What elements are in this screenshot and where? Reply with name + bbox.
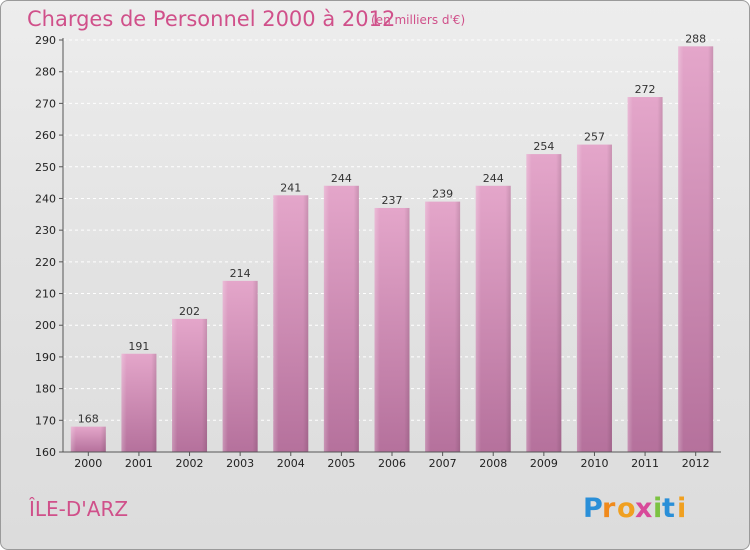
- data-label: 254: [533, 140, 554, 153]
- bar-shade: [273, 195, 309, 453]
- bar-shade: [576, 144, 612, 453]
- svg-text:x: x: [635, 493, 652, 524]
- svg-text:P: P: [583, 493, 603, 524]
- y-tick-label: 260: [35, 129, 56, 142]
- y-tick-label: 290: [35, 34, 56, 47]
- axes: 160 170 180 190 200 210 220 230 240 250 260 270 280 2…: [35, 34, 721, 470]
- data-label: 244: [483, 172, 504, 185]
- bar-shade: [526, 154, 562, 453]
- x-tick-label: 2006: [378, 457, 406, 470]
- bar-shade: [70, 426, 106, 452]
- bar-shade: [374, 207, 410, 452]
- y-tick-label: 270: [35, 97, 56, 110]
- x-tick-label: 2002: [176, 457, 204, 470]
- bar-shade: [425, 201, 461, 452]
- y-tick-label: 210: [35, 288, 56, 301]
- data-label: 244: [331, 172, 352, 185]
- bar-shade: [678, 46, 714, 452]
- y-tick-label: 230: [35, 224, 56, 237]
- bar-shade: [222, 280, 258, 452]
- bar-shade: [627, 97, 663, 453]
- y-tick-label: 250: [35, 161, 56, 174]
- svg-text:i: i: [677, 493, 686, 524]
- data-label: 257: [584, 131, 605, 144]
- data-label: 168: [78, 413, 99, 426]
- y-tick-label: 220: [35, 256, 56, 269]
- y-tick-label: 200: [35, 319, 56, 332]
- data-label: 214: [230, 267, 251, 280]
- bars: 168 191 202 214 241 244 237 239 244 254 257 272 288: [70, 32, 714, 453]
- x-tick-label: 2005: [327, 457, 355, 470]
- svg-text:r: r: [602, 493, 616, 524]
- data-label: 239: [432, 188, 453, 201]
- x-tick-label: 2008: [479, 457, 507, 470]
- bar-shade: [121, 353, 157, 452]
- x-tick-label: 2000: [74, 457, 102, 470]
- data-label: 191: [128, 340, 149, 353]
- chart-subtitle: (en milliers d'€): [371, 13, 466, 27]
- x-tick-label: 2004: [277, 457, 305, 470]
- svg-text:t: t: [662, 493, 675, 524]
- x-tick-label: 2003: [226, 457, 254, 470]
- bar-shade: [475, 185, 511, 453]
- y-tick-label: 190: [35, 351, 56, 364]
- x-tick-label: 2012: [682, 457, 710, 470]
- proxiti-logo: P r o x i t i: [581, 489, 691, 529]
- y-tick-label: 160: [35, 446, 56, 459]
- x-tick-label: 2001: [125, 457, 153, 470]
- svg-text:i: i: [653, 493, 662, 524]
- y-tick-label: 170: [35, 414, 56, 427]
- y-tick-label: 180: [35, 383, 56, 396]
- svg-text:o: o: [617, 493, 636, 524]
- data-label: 272: [635, 83, 656, 96]
- data-label: 202: [179, 305, 200, 318]
- x-tick-label: 2007: [429, 457, 457, 470]
- data-label: 241: [280, 181, 301, 194]
- chart-title: Charges de Personnel 2000 à 2012: [27, 7, 396, 31]
- x-tick-label: 2010: [580, 457, 608, 470]
- data-label: 237: [382, 194, 403, 207]
- x-tick-label: 2011: [631, 457, 659, 470]
- y-tick-label: 240: [35, 192, 56, 205]
- data-label: 288: [685, 32, 706, 45]
- x-tick-label: 2009: [530, 457, 558, 470]
- bar-shade: [172, 318, 208, 452]
- bar-shade: [323, 185, 359, 453]
- place-name: ÎLE-D'ARZ: [29, 497, 129, 521]
- y-tick-label: 280: [35, 66, 56, 79]
